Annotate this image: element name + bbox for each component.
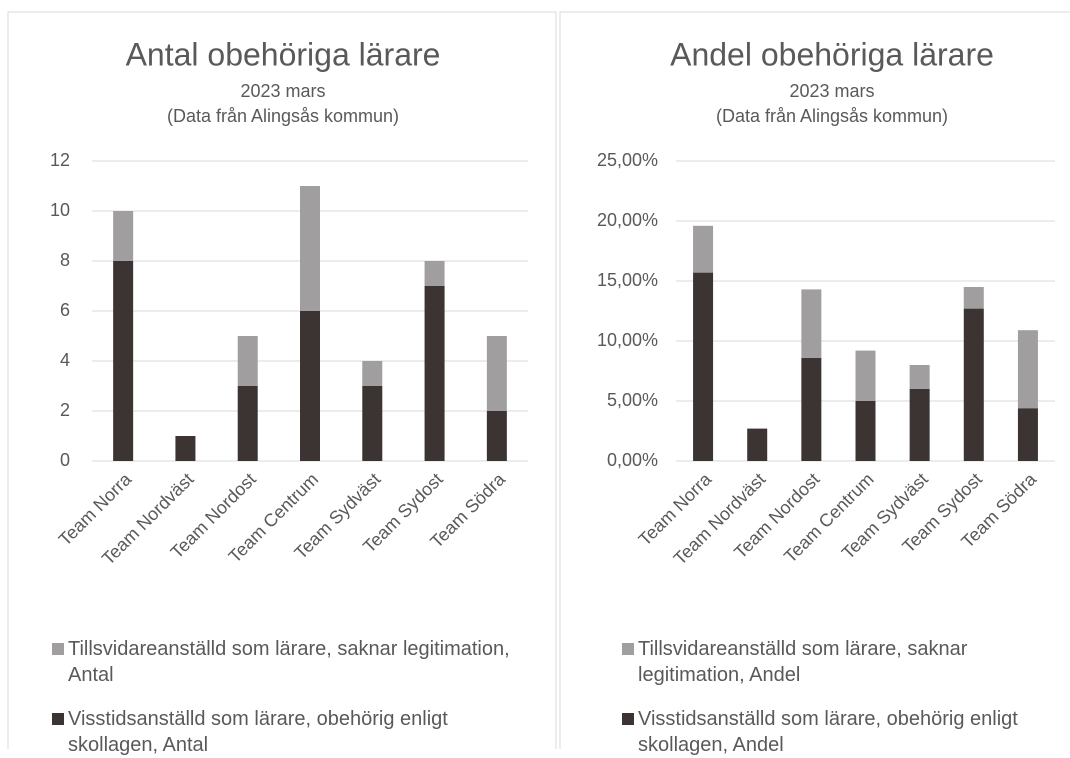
panel-border xyxy=(559,11,1070,749)
y-tick-label: 5,00% xyxy=(607,390,658,410)
chart-subtitle: 2023 mars xyxy=(240,81,325,101)
y-tick-label: 10 xyxy=(50,200,70,220)
chart-subtitle: 2023 mars xyxy=(789,81,874,101)
bar xyxy=(362,361,383,386)
bar xyxy=(486,336,507,411)
bar xyxy=(300,186,320,311)
legend-item: Visstidsanställd som lärare, obehörig en… xyxy=(622,706,1042,758)
bar xyxy=(486,411,507,461)
y-tick-label: 10,00% xyxy=(597,330,658,350)
bar xyxy=(175,436,196,461)
bar xyxy=(1017,330,1038,409)
bar xyxy=(113,261,134,461)
bar xyxy=(362,386,383,461)
y-tick-label: 0,00% xyxy=(607,450,658,470)
legend-item: Visstidsanställd som lärare, obehörig en… xyxy=(52,706,522,758)
bar xyxy=(801,289,822,358)
legend-item: Tillsvidareanställd som lärare, saknar l… xyxy=(52,636,522,688)
bar xyxy=(855,401,876,461)
legend-label: Tillsvidareanställd som lärare, saknar l… xyxy=(638,638,968,686)
chart-title: Andel obehöriga lärare xyxy=(670,36,994,72)
bar xyxy=(237,336,258,386)
legend-swatch xyxy=(52,713,64,725)
y-tick-label: 15,00% xyxy=(597,270,658,290)
legend-swatch xyxy=(52,643,64,655)
bar xyxy=(855,350,876,401)
legend-label: Tillsvidareanställd som lärare, saknar l… xyxy=(68,638,510,686)
legend-item: Tillsvidareanställd som lärare, saknar l… xyxy=(622,636,1042,688)
x-tick-label: Team Nordväst xyxy=(670,469,770,569)
legend-swatch xyxy=(622,643,634,655)
y-tick-label: 8 xyxy=(60,250,70,270)
y-tick-label: 6 xyxy=(60,300,70,320)
y-tick-label: 20,00% xyxy=(597,210,658,230)
bar xyxy=(1017,408,1038,461)
legend-label: Visstidsanställd som lärare, obehörig en… xyxy=(68,708,448,756)
legend-swatch xyxy=(622,713,634,725)
bar xyxy=(424,286,445,461)
y-tick-label: 25,00% xyxy=(597,150,658,170)
y-tick-label: 0 xyxy=(60,450,70,470)
bar xyxy=(909,365,930,389)
panel-border xyxy=(7,11,557,749)
chart-note: (Data från Alingsås kommun) xyxy=(167,106,399,126)
bar xyxy=(693,272,714,461)
bar xyxy=(801,357,822,461)
bar xyxy=(693,225,714,273)
chart-title: Antal obehöriga lärare xyxy=(126,36,441,72)
bar xyxy=(909,389,930,461)
bar xyxy=(963,287,984,309)
y-tick-label: 12 xyxy=(50,150,70,170)
bar xyxy=(747,428,768,461)
y-tick-label: 2 xyxy=(60,400,70,420)
bar xyxy=(113,211,134,261)
y-tick-label: 4 xyxy=(60,350,70,370)
bar xyxy=(237,386,258,461)
bar xyxy=(300,311,320,461)
legend-label: Visstidsanställd som lärare, obehörig en… xyxy=(638,708,1018,756)
bar xyxy=(963,308,984,461)
bar xyxy=(424,261,445,286)
chart-note: (Data från Alingsås kommun) xyxy=(716,106,948,126)
